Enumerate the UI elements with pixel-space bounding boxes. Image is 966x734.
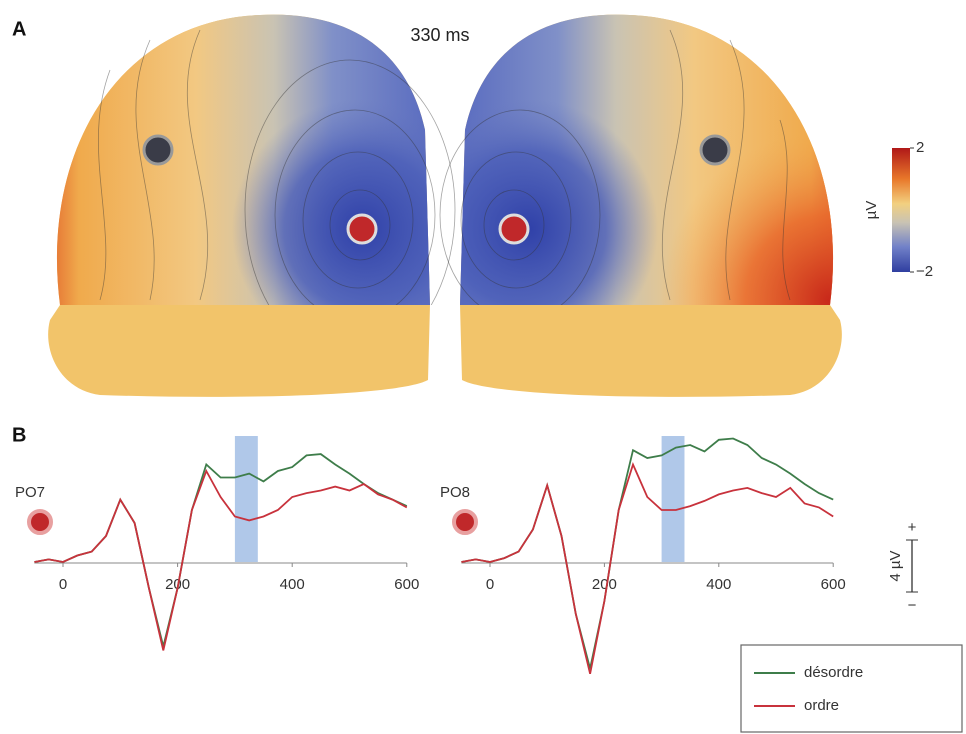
panel-label: B bbox=[12, 424, 26, 446]
series-line bbox=[461, 461, 834, 675]
series-line bbox=[34, 468, 408, 651]
electrode-label: PO7 bbox=[15, 484, 45, 501]
x-tick-label: 400 bbox=[280, 576, 305, 593]
x-tick-label: 0 bbox=[59, 576, 67, 593]
legend-box bbox=[740, 644, 963, 733]
colorbar-label: µV bbox=[863, 201, 880, 220]
series-line bbox=[34, 453, 408, 647]
electrode-marker bbox=[452, 509, 478, 535]
panel-label: A bbox=[12, 18, 26, 40]
colorbar-tick-label: −2 bbox=[916, 263, 933, 280]
head-left bbox=[48, 14, 456, 397]
electrode-marker bbox=[27, 509, 53, 535]
x-tick-label: 400 bbox=[706, 576, 731, 593]
time-label: 330 ms bbox=[410, 25, 469, 45]
x-tick-label: 200 bbox=[592, 576, 617, 593]
legend-label: ordre bbox=[804, 697, 839, 714]
head-right bbox=[439, 14, 842, 397]
scale-bar-label: 4 µV bbox=[887, 550, 904, 581]
x-tick-label: 0 bbox=[486, 576, 494, 593]
x-tick-label: 600 bbox=[394, 576, 419, 593]
legend-label: désordre bbox=[804, 664, 863, 681]
colorbar bbox=[892, 148, 910, 272]
scale-bar-plus: + bbox=[908, 519, 917, 536]
highlight-window bbox=[661, 436, 685, 562]
scale-bar-minus: − bbox=[908, 597, 917, 614]
highlight-window bbox=[234, 436, 258, 562]
electrode-label: PO8 bbox=[440, 484, 470, 501]
colorbar-tick-label: 2 bbox=[916, 139, 924, 156]
x-tick-label: 600 bbox=[821, 576, 846, 593]
series-line bbox=[461, 437, 834, 669]
